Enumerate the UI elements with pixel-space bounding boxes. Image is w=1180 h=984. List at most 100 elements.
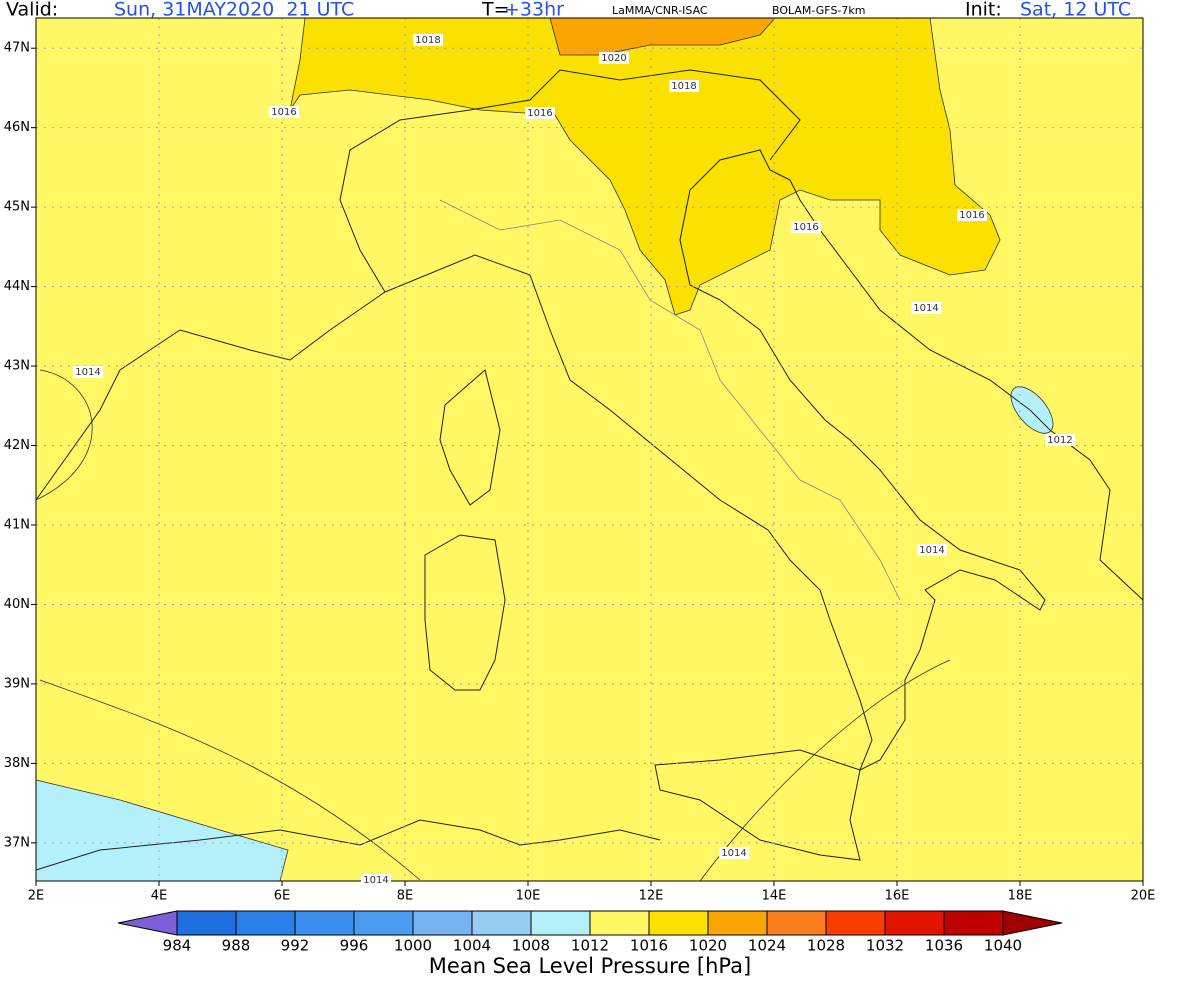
valid-time: Sun, 31MAY2020 21 UTC xyxy=(114,0,354,21)
y-tick-label: 44N xyxy=(4,279,30,294)
colorbar-box xyxy=(825,910,886,936)
colorbar-box xyxy=(884,910,945,936)
contour-label-box xyxy=(599,52,629,64)
x-tick-label: 10E xyxy=(516,889,541,904)
source: LaMMA/CNR-ISAC xyxy=(612,4,708,17)
field-1008-1012 xyxy=(1010,386,1054,434)
contour-label-box xyxy=(669,80,699,92)
colorbar-box xyxy=(471,910,532,936)
y-tick-label: 38N xyxy=(4,756,30,771)
y-tick-label: 43N xyxy=(4,359,30,374)
colorbar-label: 1000 xyxy=(394,937,432,955)
contour-label-box xyxy=(917,544,947,556)
coastline xyxy=(424,534,506,691)
colorbar-label: 1008 xyxy=(512,937,550,955)
colorbar-label: 992 xyxy=(281,937,310,955)
colorbar-label: 1024 xyxy=(748,937,786,955)
map-frame xyxy=(35,17,1144,882)
border xyxy=(339,69,801,293)
colorbar-box xyxy=(353,910,414,936)
contour-label: 1016 xyxy=(793,222,818,233)
contour-label: 1014 xyxy=(721,848,746,859)
x-tick-label: 8E xyxy=(397,889,414,904)
colorbar-box xyxy=(943,910,1004,936)
contour-label-box xyxy=(73,366,103,378)
colorbar: 984 988 992 996 1000 1004 1008 1012 1016 1020 1024… xyxy=(117,910,1063,955)
y-tick-label: 46N xyxy=(4,120,30,135)
colorbar-label: 996 xyxy=(340,937,369,955)
y-tick-label: 42N xyxy=(4,438,30,453)
region-border xyxy=(439,199,901,601)
coastline xyxy=(35,819,661,871)
contour-label-box xyxy=(911,302,941,314)
colorbar-label: 1004 xyxy=(453,937,491,955)
colorbar-box xyxy=(707,910,768,936)
colorbar-high-triangle xyxy=(1002,910,1063,936)
x-tick-label: 4E xyxy=(151,889,168,904)
t-label: T= xyxy=(481,0,510,21)
contour-label: 1018 xyxy=(415,35,440,46)
contour-label: 1016 xyxy=(527,108,552,119)
coastline xyxy=(654,749,861,861)
field-1016-1020 xyxy=(289,17,1001,316)
init-time: Sat, 12 UTC xyxy=(1020,0,1131,21)
map: 1018 1020 1018 1016 1016 1016 1016 1014 1014 1012… xyxy=(31,17,1144,886)
x-tick-label: 16E xyxy=(885,889,910,904)
x-tick-label: 6E xyxy=(274,889,291,904)
colorbar-label: 1016 xyxy=(630,937,668,955)
y-tick-label: 39N xyxy=(4,676,30,691)
contour-label-box xyxy=(1045,434,1075,446)
contour-label: 1016 xyxy=(271,107,296,118)
colorbar-low-triangle xyxy=(117,910,178,936)
x-tick-label: 12E xyxy=(639,889,664,904)
colorbar-box xyxy=(176,910,237,936)
contour-label-box xyxy=(791,221,821,233)
colorbar-label: 1012 xyxy=(571,937,609,955)
colorbar-box xyxy=(530,910,591,936)
x-tick-label: 14E xyxy=(762,889,787,904)
colorbar-label: 1020 xyxy=(689,937,727,955)
colorbar-box xyxy=(648,910,709,936)
x-tick-label: 2E xyxy=(28,889,45,904)
colorbar-box xyxy=(589,910,650,936)
contour-label-box xyxy=(525,107,555,119)
field-1020-1024 xyxy=(549,17,776,56)
x-tick-label: 18E xyxy=(1008,889,1033,904)
x-tick-label: 20E xyxy=(1131,889,1156,904)
colorbar-label: 988 xyxy=(222,937,251,955)
y-tick-label: 47N xyxy=(4,41,30,56)
contour-label: 1016 xyxy=(959,210,984,221)
contour-label-box xyxy=(361,874,391,886)
coastline xyxy=(384,149,1046,772)
contour-label-box xyxy=(269,106,299,118)
contour-label: 1014 xyxy=(913,303,938,314)
colorbar-title: Mean Sea Level Pressure [hPa] xyxy=(429,954,751,978)
colorbar-box xyxy=(412,910,473,936)
colorbar-label: 1028 xyxy=(807,937,845,955)
model: BOLAM-GFS-7km xyxy=(772,4,865,17)
y-tick-label: 37N xyxy=(4,835,30,850)
colorbar-box xyxy=(235,910,296,936)
contour-label: 1014 xyxy=(363,875,388,886)
coastline xyxy=(35,291,386,501)
forecast-step: +33hr xyxy=(504,0,564,21)
colorbar-label: 1032 xyxy=(866,937,904,955)
init-label: Init: xyxy=(965,0,1002,21)
y-tick-label: 40N xyxy=(4,597,30,612)
y-tick-label: 41N xyxy=(4,517,30,532)
contour-label: 1014 xyxy=(75,367,100,378)
contour-label-box xyxy=(413,34,443,46)
colorbar-box xyxy=(766,910,827,936)
y-tick-label: 45N xyxy=(4,200,30,215)
colorbar-label: 1036 xyxy=(925,937,963,955)
contour-label: 1020 xyxy=(601,53,626,64)
coastline xyxy=(439,369,501,506)
contour-label-box xyxy=(719,847,749,859)
contour-label: 1018 xyxy=(671,81,696,92)
field-1012-1016 xyxy=(36,18,1143,881)
contour-label: 1014 xyxy=(919,545,944,556)
contour-label-box xyxy=(957,209,987,221)
colorbar-box xyxy=(294,910,355,936)
contour-label: 1012 xyxy=(1047,435,1072,446)
